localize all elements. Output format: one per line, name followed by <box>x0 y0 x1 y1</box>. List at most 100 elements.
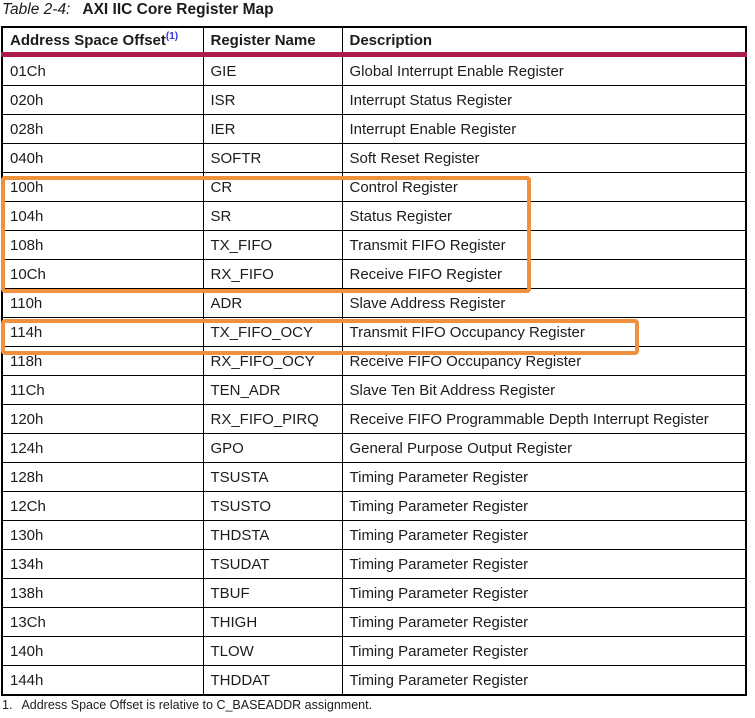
table-row: 124h GPO General Purpose Output Register <box>1 433 747 463</box>
description-cell: Interrupt Enable Register <box>341 114 747 144</box>
offset-cell: 020h <box>1 85 204 115</box>
table-row: 140h TLOW Timing Parameter Register <box>1 636 747 666</box>
register-name-cell: TLOW <box>202 636 343 666</box>
offset-cell: 144h <box>1 665 204 696</box>
description-cell: Timing Parameter Register <box>341 491 747 521</box>
register-name-cell: GIE <box>202 54 343 86</box>
description-cell: Receive FIFO Register <box>341 259 747 289</box>
offset-cell: 138h <box>1 578 204 608</box>
column-header-label: Register Name <box>210 31 316 49</box>
table-row: 100h CR Control Register <box>1 172 747 202</box>
register-name-cell: SOFTR <box>202 143 343 173</box>
offset-cell: 128h <box>1 462 204 492</box>
description-cell: Transmit FIFO Register <box>341 230 747 260</box>
register-name-cell: RX_FIFO <box>202 259 343 289</box>
table-row: 138h TBUF Timing Parameter Register <box>1 578 747 608</box>
table-row: 134h TSUDAT Timing Parameter Register <box>1 549 747 579</box>
offset-cell: 140h <box>1 636 204 666</box>
table-row: 040h SOFTR Soft Reset Register <box>1 143 747 173</box>
register-name-cell: GPO <box>202 433 343 463</box>
table-row: 118h RX_FIFO_OCY Receive FIFO Occupancy … <box>1 346 747 376</box>
offset-cell: 134h <box>1 549 204 579</box>
description-cell: Transmit FIFO Occupancy Register <box>341 317 747 347</box>
offset-cell: 028h <box>1 114 204 144</box>
table-row: 120h RX_FIFO_PIRQ Receive FIFO Programma… <box>1 404 747 434</box>
description-cell: Timing Parameter Register <box>341 520 747 550</box>
description-cell: Receive FIFO Programmable Depth Interrup… <box>341 404 747 434</box>
column-header-label: Address Space Offset <box>10 32 166 49</box>
description-cell: Timing Parameter Register <box>341 578 747 608</box>
table-row: 01Ch GIE Global Interrupt Enable Registe… <box>1 54 747 86</box>
register-name-cell: RX_FIFO_OCY <box>202 346 343 376</box>
offset-cell: 100h <box>1 172 204 202</box>
table-row: 110h ADR Slave Address Register <box>1 288 747 318</box>
description-cell: Timing Parameter Register <box>341 462 747 492</box>
description-cell: Timing Parameter Register <box>341 636 747 666</box>
column-header-address-space-offset: Address Space Offset(1) <box>1 26 204 57</box>
column-header-register-name: Register Name <box>202 26 343 57</box>
description-cell: Control Register <box>341 172 747 202</box>
register-name-cell: ISR <box>202 85 343 115</box>
offset-cell: 130h <box>1 520 204 550</box>
offset-cell: 12Ch <box>1 491 204 521</box>
register-name-cell: IER <box>202 114 343 144</box>
footnote-ref-link[interactable]: (1) <box>165 31 179 42</box>
register-name-cell: TSUDAT <box>202 549 343 579</box>
description-cell: Soft Reset Register <box>341 143 747 173</box>
description-cell: Timing Parameter Register <box>341 665 747 696</box>
description-cell: Receive FIFO Occupancy Register <box>341 346 747 376</box>
table-caption-title: AXI IIC Core Register Map <box>82 1 274 18</box>
register-table-body: 01Ch GIE Global Interrupt Enable Registe… <box>1 54 747 696</box>
description-cell: Slave Address Register <box>341 288 747 318</box>
offset-cell: 13Ch <box>1 607 204 637</box>
table-caption-number: Table 2-4: <box>2 1 71 18</box>
table-row: 028h IER Interrupt Enable Register <box>1 114 747 144</box>
table-row: 10Ch RX_FIFO Receive FIFO Register <box>1 259 747 289</box>
register-map-table: Address Space Offset(1) Register Name De… <box>1 26 747 696</box>
register-name-cell: THDDAT <box>202 665 343 696</box>
offset-cell: 040h <box>1 143 204 173</box>
table-row: 144h THDDAT Timing Parameter Register <box>1 665 747 696</box>
register-name-cell: THDSTA <box>202 520 343 550</box>
offset-cell: 01Ch <box>1 54 204 86</box>
offset-cell: 104h <box>1 201 204 231</box>
register-name-cell: TSUSTO <box>202 491 343 521</box>
table-row: 108h TX_FIFO Transmit FIFO Register <box>1 230 747 260</box>
register-name-cell: TX_FIFO <box>202 230 343 260</box>
table-row: 128h TSUSTA Timing Parameter Register <box>1 462 747 492</box>
description-cell: Global Interrupt Enable Register <box>341 54 747 86</box>
register-name-cell: TEN_ADR <box>202 375 343 405</box>
offset-cell: 114h <box>1 317 204 347</box>
table-row: 114h TX_FIFO_OCY Transmit FIFO Occupancy… <box>1 317 747 347</box>
register-name-cell: RX_FIFO_PIRQ <box>202 404 343 434</box>
register-name-cell: TSUSTA <box>202 462 343 492</box>
table-caption: Table 2-4: AXI IIC Core Register Map <box>2 1 274 19</box>
register-name-cell: TX_FIFO_OCY <box>202 317 343 347</box>
table-row: 130h THDSTA Timing Parameter Register <box>1 520 747 550</box>
description-cell: Slave Ten Bit Address Register <box>341 375 747 405</box>
description-cell: Timing Parameter Register <box>341 607 747 637</box>
register-name-cell: CR <box>202 172 343 202</box>
footnote-text: Address Space Offset is relative to C_BA… <box>21 698 373 712</box>
description-cell: Status Register <box>341 201 747 231</box>
description-cell: General Purpose Output Register <box>341 433 747 463</box>
offset-cell: 124h <box>1 433 204 463</box>
offset-cell: 110h <box>1 288 204 318</box>
offset-cell: 118h <box>1 346 204 376</box>
table-row: 13Ch THIGH Timing Parameter Register <box>1 607 747 637</box>
table-row: 11Ch TEN_ADR Slave Ten Bit Address Regis… <box>1 375 747 405</box>
column-header-label: Description <box>349 31 433 49</box>
register-name-cell: THIGH <box>202 607 343 637</box>
table-row: 12Ch TSUSTO Timing Parameter Register <box>1 491 747 521</box>
footnote: 1. Address Space Offset is relative to C_… <box>2 698 372 712</box>
table-header-row: Address Space Offset(1) Register Name De… <box>1 26 747 57</box>
column-header-description: Description <box>341 26 747 57</box>
register-name-cell: ADR <box>202 288 343 318</box>
offset-cell: 11Ch <box>1 375 204 405</box>
description-cell: Timing Parameter Register <box>341 549 747 579</box>
offset-cell: 10Ch <box>1 259 204 289</box>
table-row: 104h SR Status Register <box>1 201 747 231</box>
register-name-cell: TBUF <box>202 578 343 608</box>
register-name-cell: SR <box>202 201 343 231</box>
